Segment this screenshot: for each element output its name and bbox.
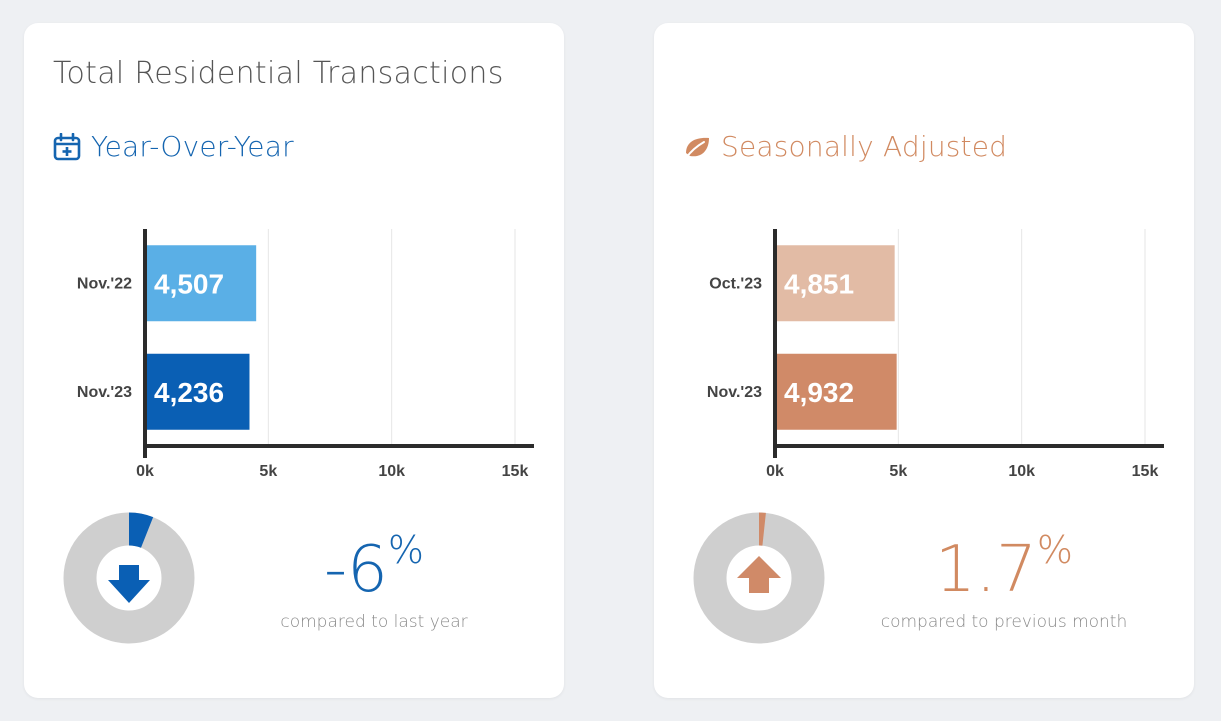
seasonal-bar-chart: 4,851 Oct.'23 4,932 Nov.'23 0k 5k 10k 15k: [707, 229, 1164, 480]
x-tick-label: 10k: [1008, 463, 1035, 480]
seasonal-change-sign: %: [1036, 528, 1073, 572]
seasonal-change: 1.7% compared to previous month: [854, 528, 1154, 632]
seasonal-subtitle: Seasonally Adjusted: [721, 130, 1008, 163]
arrow-up-icon: [737, 556, 781, 593]
category-label: Nov.'22: [77, 275, 132, 292]
page-title: Total Residential Transactions: [53, 56, 504, 91]
leaf-icon: [683, 133, 711, 161]
yoy-subtitle: Year-Over-Year: [91, 130, 294, 163]
bar: [775, 353, 897, 430]
x-tick-label: 15k: [1132, 463, 1159, 480]
x-tick-label: 5k: [889, 463, 907, 480]
seasonal-header: Seasonally Adjusted: [683, 130, 1007, 163]
bar-value-label: 4,236: [154, 377, 224, 408]
bar-value-label: 4,507: [154, 268, 224, 299]
yoy-change-value: -6: [324, 533, 388, 607]
bar-value-label: 4,932: [784, 377, 854, 408]
seasonal-change-donut: [693, 512, 825, 644]
x-tick-label: 0k: [136, 463, 154, 480]
donut-fill: [693, 512, 825, 644]
yoy-change-donut: [63, 512, 195, 644]
x-tick-label: 5k: [259, 463, 277, 480]
x-tick-label: 15k: [502, 463, 529, 480]
category-label: Nov.'23: [707, 384, 762, 401]
category-label: Nov.'23: [77, 384, 132, 401]
yoy-header: Year-Over-Year: [53, 130, 294, 163]
category-label: Oct.'23: [709, 275, 762, 292]
yoy-card: Total Residential Transactions Year-Over…: [24, 23, 564, 698]
bar: [145, 245, 257, 322]
yoy-change: -6% compared to last year: [224, 528, 524, 632]
x-tick-label: 0k: [766, 463, 784, 480]
seasonal-card: Seasonally Adjusted 4,851 Oct.'23 4,932 Nov…: [654, 23, 1194, 698]
yoy-change-sign: %: [387, 528, 424, 572]
yoy-bar-chart: 4,507 Nov.'22 4,236 Nov.'23 0k 5k 10k 15k: [77, 229, 534, 480]
bar: [145, 353, 250, 430]
x-tick-label: 10k: [378, 463, 405, 480]
seasonal-change-value: 1.7: [935, 533, 1037, 607]
donut-fill: [63, 512, 195, 644]
yoy-change-caption: compared to last year: [280, 612, 468, 632]
arrow-down-icon: [108, 565, 150, 603]
seasonal-change-caption: compared to previous month: [880, 612, 1128, 632]
bar-value-label: 4,851: [784, 268, 854, 299]
calendar-plus-icon: [53, 132, 81, 161]
bar: [775, 245, 895, 322]
